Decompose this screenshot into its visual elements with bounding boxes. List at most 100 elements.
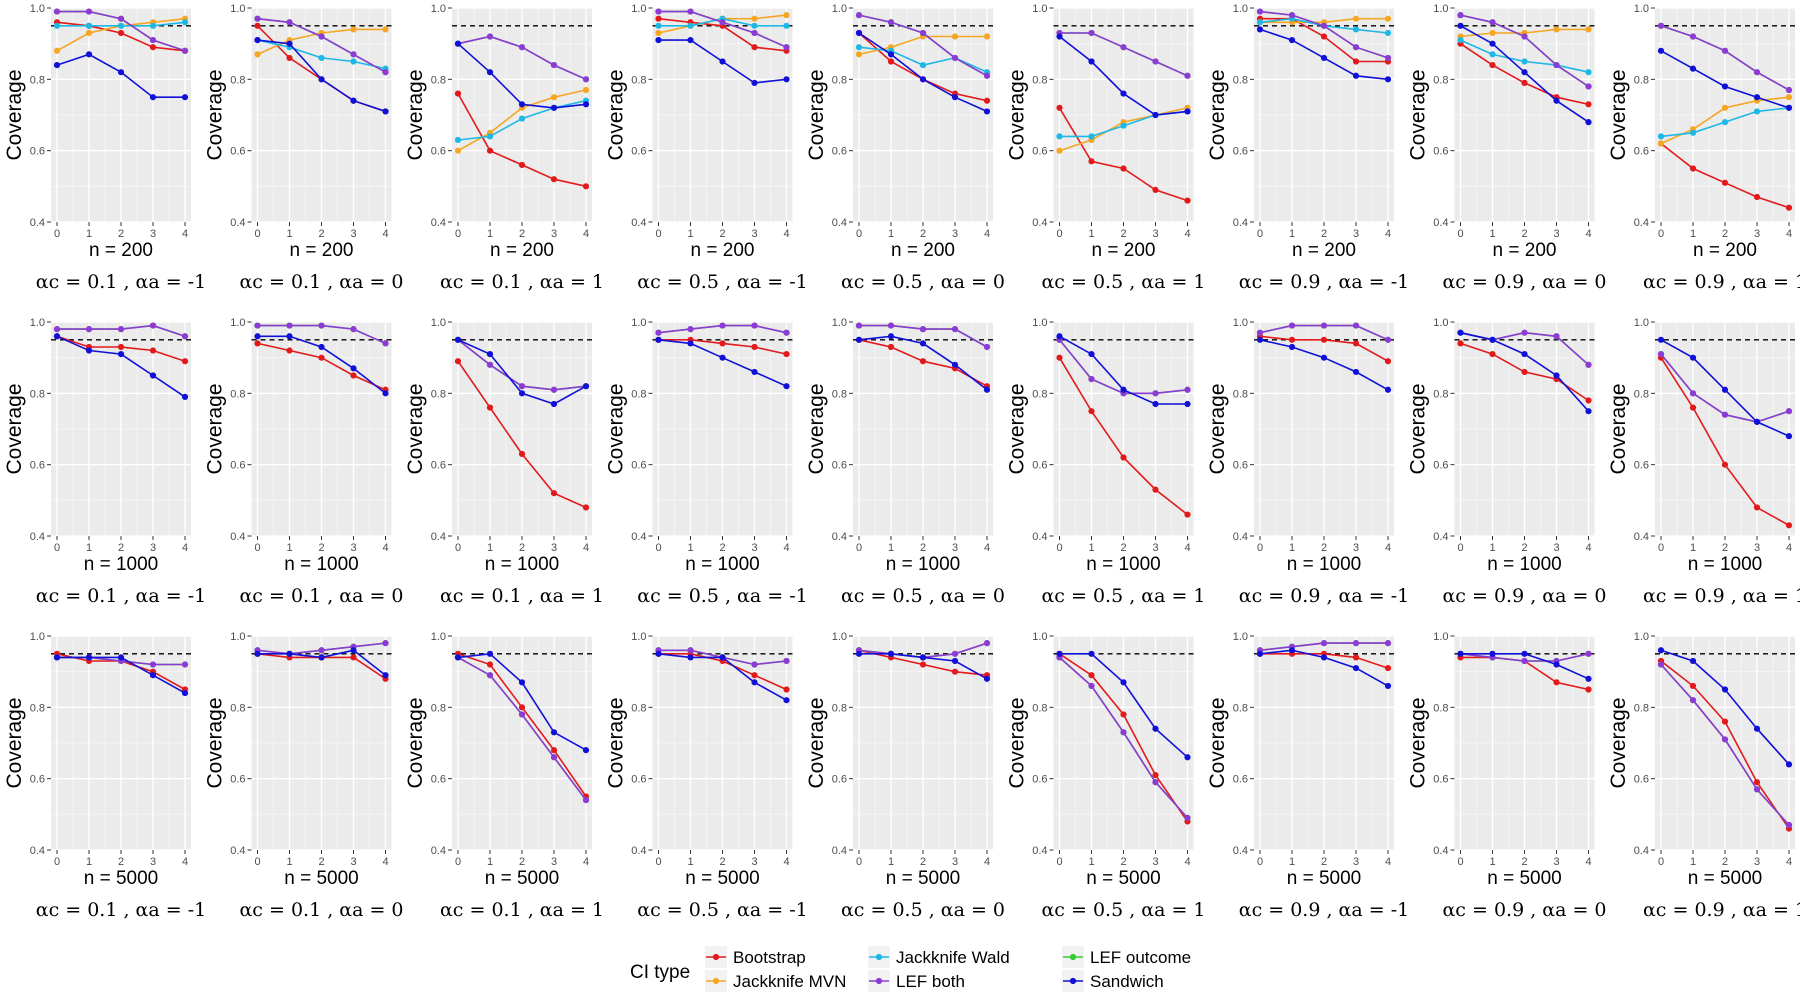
x-tick-label: 1 bbox=[888, 228, 894, 240]
x-tick-label: 4 bbox=[583, 542, 589, 554]
data-point-jk_wald bbox=[85, 22, 93, 29]
y-tick-label: 0.8 bbox=[230, 74, 245, 86]
alpha-label: αc = 0.9 , αa = -1 bbox=[1239, 585, 1409, 607]
legend-item-bootstrap: Bootstrap bbox=[705, 946, 806, 968]
y-tick-label: 0.8 bbox=[631, 74, 646, 86]
data-point-lef_both bbox=[855, 12, 863, 19]
x-tick-label: 2 bbox=[1722, 228, 1728, 240]
data-point-sandwich bbox=[53, 61, 61, 69]
data-point-sandwich bbox=[687, 37, 694, 44]
data-point-sandwich bbox=[655, 650, 662, 657]
panel: 0.4 0.6 0.8 1.0 0 1 2 3 4 Coverage n = 5000 αc = 0.… bbox=[204, 631, 404, 921]
y-tick-label: 0.6 bbox=[431, 774, 446, 786]
data-point-bootstrap bbox=[1352, 654, 1360, 661]
data-point-lef_both bbox=[919, 326, 927, 333]
x-tick-label: 2 bbox=[1722, 542, 1728, 554]
y-tick-label: 0.8 bbox=[1032, 702, 1047, 714]
x-tick-label: 1 bbox=[487, 542, 493, 554]
legend-label: Jackknife MVN bbox=[733, 972, 846, 991]
x-tick-label: 1 bbox=[487, 856, 493, 868]
legend-title: CI type bbox=[630, 962, 690, 983]
y-tick-label: 1.0 bbox=[230, 317, 245, 329]
data-point-lef_both bbox=[1184, 72, 1191, 79]
data-point-jk_wald bbox=[655, 22, 662, 29]
n-label: n = 200 bbox=[1092, 240, 1156, 261]
x-tick-label: 3 bbox=[751, 856, 757, 868]
data-point-lef_both bbox=[550, 61, 558, 69]
y-tick-label: 1.0 bbox=[431, 317, 446, 329]
y-axis-label: Coverage bbox=[805, 69, 828, 160]
y-tick-label: 0.4 bbox=[230, 845, 245, 857]
y-tick-label: 0.4 bbox=[631, 217, 646, 229]
data-point-jk_wald bbox=[350, 58, 357, 65]
data-point-lef_both bbox=[582, 796, 590, 804]
data-point-bootstrap bbox=[1721, 461, 1729, 468]
x-tick-label: 0 bbox=[1658, 228, 1664, 240]
y-axis-label: Coverage bbox=[404, 383, 427, 474]
data-point-jk_wald bbox=[486, 133, 494, 140]
data-point-bootstrap bbox=[1753, 193, 1761, 201]
y-tick-label: 0.6 bbox=[30, 146, 45, 158]
data-point-sandwich bbox=[655, 336, 662, 343]
y-tick-label: 0.4 bbox=[30, 217, 45, 229]
data-point-lef_both bbox=[887, 322, 895, 329]
x-tick-label: 0 bbox=[856, 856, 862, 868]
y-tick-label: 0.8 bbox=[230, 388, 245, 400]
data-point-jk_wald bbox=[117, 22, 125, 29]
data-point-sandwich bbox=[582, 101, 590, 108]
data-point-lef_both bbox=[1457, 12, 1464, 19]
data-point-bootstrap bbox=[486, 661, 494, 668]
x-tick-label: 4 bbox=[1585, 542, 1591, 554]
data-point-bootstrap bbox=[783, 686, 790, 693]
y-tick-label: 0.8 bbox=[1233, 702, 1248, 714]
data-point-bootstrap bbox=[1489, 61, 1496, 69]
data-point-sandwich bbox=[1288, 647, 1296, 654]
data-point-jk_mvn bbox=[53, 47, 61, 54]
data-point-jk_mvn bbox=[1056, 147, 1063, 154]
y-tick-label: 0.8 bbox=[1433, 702, 1448, 714]
data-point-sandwich bbox=[486, 69, 494, 76]
data-point-jk_wald bbox=[1721, 119, 1729, 126]
x-tick-label: 1 bbox=[487, 228, 493, 240]
data-point-bootstrap bbox=[254, 22, 261, 29]
x-tick-label: 4 bbox=[1585, 856, 1591, 868]
data-point-lef_both bbox=[687, 326, 694, 333]
x-tick-label: 3 bbox=[952, 228, 958, 240]
data-point-sandwich bbox=[983, 675, 991, 682]
data-point-sandwich bbox=[1120, 90, 1127, 97]
x-tick-label: 2 bbox=[719, 856, 725, 868]
y-tick-label: 1.0 bbox=[631, 317, 646, 329]
legend-label: LEF both bbox=[896, 972, 965, 991]
x-tick-label: 4 bbox=[1385, 228, 1391, 240]
data-point-sandwich bbox=[1585, 675, 1592, 682]
data-point-lef_both bbox=[1489, 19, 1496, 26]
data-point-sandwich bbox=[855, 650, 863, 657]
x-tick-label: 3 bbox=[1353, 542, 1359, 554]
data-point-lef_both bbox=[53, 8, 61, 15]
n-label: n = 200 bbox=[490, 240, 554, 261]
data-point-sandwich bbox=[1785, 761, 1793, 768]
data-point-sandwich bbox=[1120, 679, 1127, 686]
x-tick-label: 1 bbox=[888, 856, 894, 868]
x-tick-label: 4 bbox=[1786, 542, 1792, 554]
data-point-bootstrap bbox=[1320, 336, 1328, 343]
data-point-sandwich bbox=[1489, 336, 1496, 343]
data-point-lef_both bbox=[1352, 640, 1360, 647]
y-tick-label: 0.4 bbox=[1233, 845, 1248, 857]
y-tick-label: 1.0 bbox=[431, 631, 446, 643]
data-point-sandwich bbox=[1657, 336, 1665, 343]
x-tick-label: 0 bbox=[856, 542, 862, 554]
y-tick-label: 0.8 bbox=[1433, 388, 1448, 400]
data-point-bootstrap bbox=[1088, 672, 1095, 679]
y-tick-label: 1.0 bbox=[832, 3, 847, 15]
alpha-label: αc = 0.9 , αa = -1 bbox=[1239, 899, 1409, 921]
x-tick-label: 1 bbox=[86, 228, 92, 240]
data-point-lef_both bbox=[117, 326, 125, 333]
data-point-jk_wald bbox=[1088, 133, 1095, 140]
data-point-lef_both bbox=[1256, 8, 1264, 15]
panel: 0.4 0.6 0.8 1.0 0 1 2 3 4 Coverage n = 5000 αc = 0.… bbox=[1607, 631, 1800, 921]
data-point-lef_both bbox=[382, 640, 389, 647]
panel: 0.4 0.6 0.8 1.0 0 1 2 3 4 Coverage n = 200 αc = 0.1… bbox=[204, 3, 404, 293]
legend-item-lef_outcome: LEF outcome bbox=[1062, 946, 1191, 968]
legend-item-jk_wald: Jackknife Wald bbox=[868, 946, 1010, 968]
